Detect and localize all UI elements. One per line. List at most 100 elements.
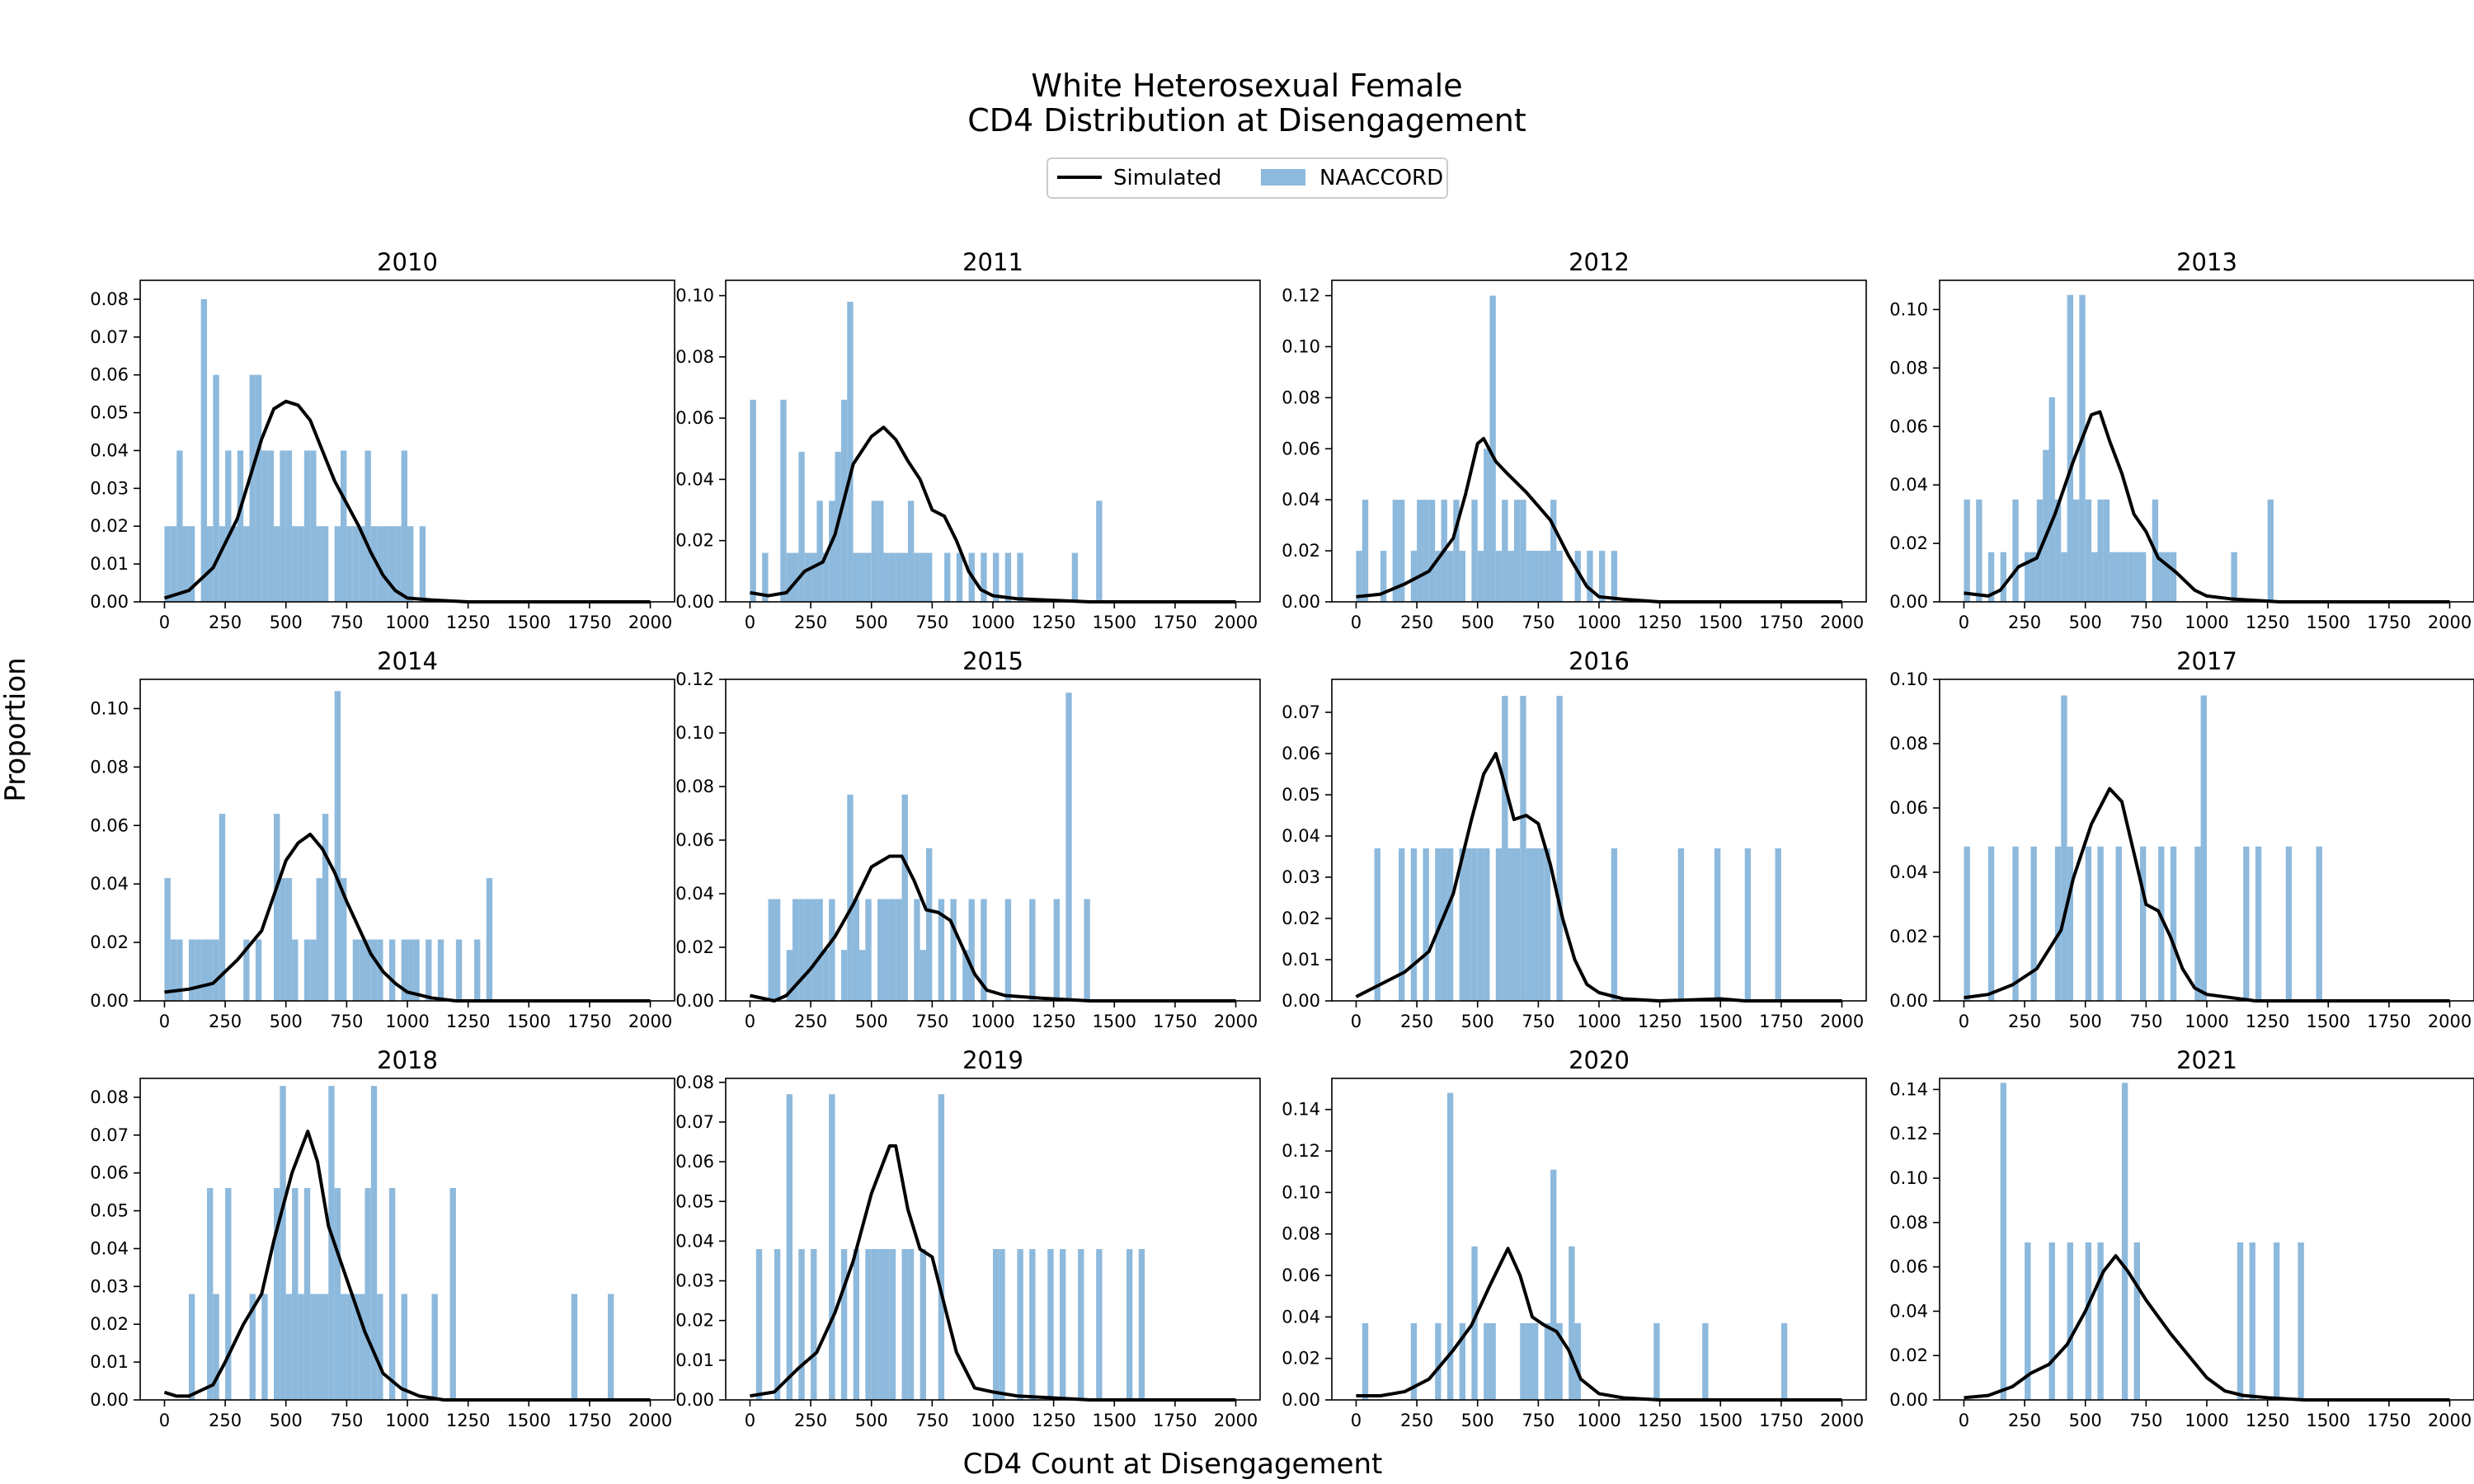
- naaccord-bar: [280, 1086, 286, 1400]
- naaccord-bar: [859, 552, 866, 602]
- x-tick-label: 250: [794, 1012, 827, 1031]
- naaccord-bar: [1513, 848, 1521, 1001]
- x-tick-label: 1000: [971, 1012, 1014, 1031]
- simulated-line: [163, 1129, 651, 1402]
- y-tick-label: 0.06: [1282, 1266, 1320, 1285]
- y-tick-label: 0.02: [675, 1311, 714, 1331]
- naaccord-bar: [401, 450, 407, 602]
- y-tick-label: 0.04: [675, 1231, 714, 1251]
- naaccord-bar: [811, 1249, 817, 1400]
- figure-title-line2: CD4 Distribution at Disengagement: [967, 102, 1526, 139]
- naaccord-bar: [847, 302, 854, 602]
- naaccord-bar: [164, 878, 171, 1001]
- naaccord-bar: [750, 399, 756, 602]
- naaccord-bar: [901, 1249, 908, 1400]
- naaccord-bar: [2025, 552, 2031, 602]
- naaccord-bar: [914, 899, 920, 1001]
- naaccord-bar: [822, 552, 830, 602]
- naaccord-bar: [1532, 848, 1539, 1001]
- naaccord-bar: [816, 899, 823, 1001]
- x-tick-label: 500: [1461, 1411, 1494, 1430]
- naaccord-bar: [1544, 848, 1551, 1001]
- naaccord-bar: [1417, 500, 1423, 602]
- naaccord-bar: [377, 526, 383, 602]
- naaccord-bar: [1459, 1322, 1465, 1400]
- naaccord-bar: [365, 939, 371, 1001]
- y-tick-label: 0.01: [1282, 950, 1320, 970]
- y-tick-label: 0.06: [90, 365, 129, 385]
- naaccord-bar: [1544, 1322, 1551, 1400]
- naaccord-bar: [2067, 1242, 2073, 1400]
- naaccord-bar: [219, 814, 226, 1001]
- legend-label-naaccord: NAACCORD: [1319, 166, 1443, 190]
- y-tick-label: 0.00: [90, 1390, 129, 1410]
- y-tick-label: 0.12: [1282, 1141, 1320, 1161]
- naaccord-bar: [829, 899, 835, 1001]
- subplot-title: 2012: [1569, 248, 1630, 276]
- x-tick-label: 250: [2008, 613, 2041, 632]
- x-tick-label: 1000: [1577, 613, 1620, 632]
- naaccord-bar: [2000, 552, 2006, 602]
- naaccord-bars: [750, 302, 1103, 602]
- naaccord-bar: [1526, 848, 1532, 1001]
- naaccord-bar: [1399, 500, 1405, 602]
- y-tick-label: 0.14: [1889, 1079, 1928, 1099]
- naaccord-bar: [1459, 551, 1465, 602]
- naaccord-bar: [292, 526, 299, 602]
- y-tick-label: 0.06: [90, 1163, 129, 1183]
- y-tick-label: 0.08: [1889, 358, 1928, 378]
- naaccord-bar: [1526, 551, 1532, 602]
- naaccord-bar: [811, 552, 817, 602]
- naaccord-bar: [2231, 552, 2237, 602]
- naaccord-bar: [261, 1294, 268, 1400]
- naaccord-bar: [2133, 1242, 2140, 1400]
- x-tick-label: 750: [330, 613, 363, 632]
- naaccord-bars: [768, 693, 1090, 1001]
- x-tick-label: 1000: [971, 1411, 1014, 1430]
- naaccord-bar: [170, 939, 177, 1001]
- naaccord-bar: [755, 1249, 763, 1400]
- naaccord-bar: [571, 1294, 578, 1400]
- x-tick-label: 1500: [1699, 1012, 1743, 1031]
- naaccord-bar: [999, 1249, 1005, 1400]
- x-tick-label: 1500: [2307, 613, 2350, 632]
- naaccord-bar: [859, 950, 866, 1001]
- subplot-title: 2021: [2176, 1046, 2237, 1074]
- naaccord-bar: [1060, 1249, 1066, 1400]
- naaccord-bar: [213, 374, 219, 602]
- naaccord-bar: [2079, 294, 2086, 602]
- naaccord-bar: [1502, 500, 1508, 602]
- naaccord-bar: [285, 1294, 293, 1400]
- naaccord-bar: [774, 899, 781, 1001]
- x-tick-label: 750: [1522, 1012, 1554, 1031]
- naaccord-bar: [883, 552, 890, 602]
- x-tick-label: 500: [855, 1411, 888, 1430]
- naaccord-bar: [2085, 499, 2092, 602]
- naaccord-bar: [322, 526, 329, 602]
- y-tick-label: 0.08: [1282, 387, 1320, 407]
- x-tick-label: 500: [1461, 1012, 1494, 1031]
- naaccord-bar: [865, 899, 872, 1001]
- naaccord-bar: [1502, 696, 1508, 1001]
- simulated-line: [1355, 752, 1842, 1003]
- x-tick-label: 1000: [2185, 1012, 2228, 1031]
- naaccord-bar: [2073, 499, 2080, 602]
- naaccord-bar: [237, 450, 244, 602]
- naaccord-bar: [798, 452, 805, 602]
- naaccord-bar: [437, 939, 444, 1001]
- y-tick-label: 0.10: [90, 698, 129, 718]
- naaccord-bar: [316, 1294, 322, 1400]
- naaccord-bar: [2140, 552, 2147, 602]
- simulated-line: [163, 399, 651, 603]
- naaccord-bar: [2043, 449, 2049, 602]
- naaccord-bar: [298, 526, 304, 602]
- naaccord-bar: [853, 552, 859, 602]
- x-tick-label: 250: [2008, 1411, 2041, 1430]
- naaccord-bar: [280, 450, 286, 602]
- y-tick-label: 0.00: [675, 1390, 714, 1410]
- naaccord-bar: [200, 298, 207, 602]
- naaccord-bar: [1065, 693, 1072, 1001]
- naaccord-bar: [2200, 695, 2207, 1001]
- naaccord-bar: [1532, 1322, 1539, 1400]
- naaccord-bar: [292, 939, 299, 1001]
